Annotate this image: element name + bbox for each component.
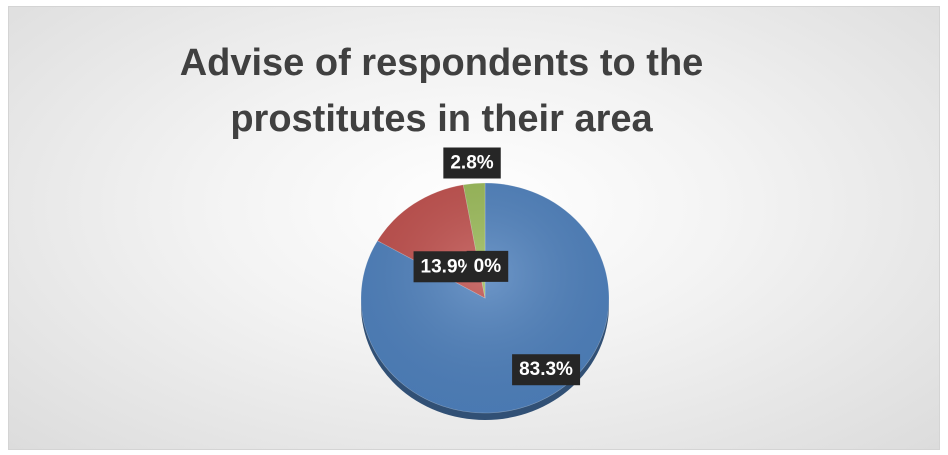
- data-label-text-0: 83.3%: [519, 359, 573, 380]
- chart-title-line-2: prostitutes in their area: [230, 98, 653, 140]
- pie-chart: 83.3% 13.9% 0% 2.8%: [360, 147, 610, 420]
- data-label-text-1: 13.9%: [421, 256, 475, 277]
- data-label-text-2: 0%: [474, 256, 502, 277]
- data-label-2: 0%: [466, 250, 509, 282]
- chart-title-line-1: Advise of respondents to the: [179, 42, 704, 84]
- chart-area: Advise of respondents to the prostitutes…: [8, 6, 940, 450]
- chart-title: Advise of respondents to the prostitutes…: [9, 35, 874, 147]
- data-labels: 83.3% 13.9% 0% 2.8%: [413, 147, 581, 386]
- data-label-box-0: [512, 354, 581, 386]
- data-label-box-2: [466, 250, 509, 282]
- data-label-text-3: 2.8%: [450, 153, 493, 174]
- data-label-box-3: [443, 147, 501, 179]
- data-label-0: 83.3%: [512, 354, 581, 386]
- data-label-3: 2.8%: [443, 147, 501, 179]
